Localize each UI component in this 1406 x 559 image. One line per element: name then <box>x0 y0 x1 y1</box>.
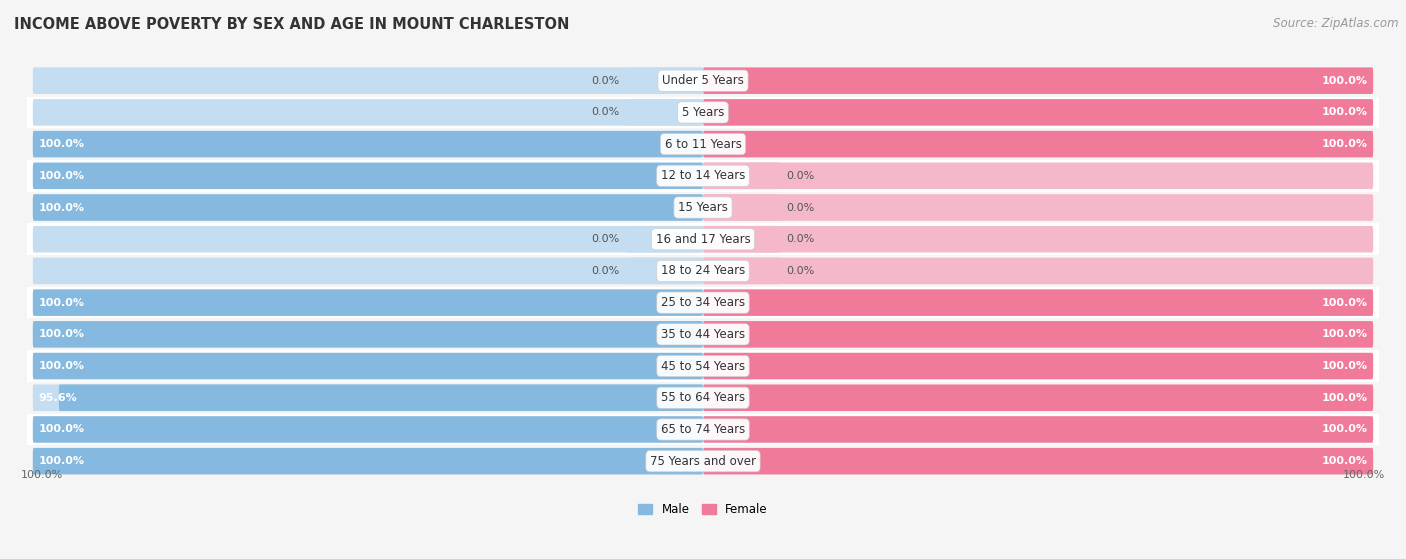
Text: 25 to 34 Years: 25 to 34 Years <box>661 296 745 309</box>
Text: 16 and 17 Years: 16 and 17 Years <box>655 233 751 246</box>
FancyBboxPatch shape <box>32 68 703 94</box>
Text: Source: ZipAtlas.com: Source: ZipAtlas.com <box>1274 17 1399 30</box>
FancyBboxPatch shape <box>703 258 1374 284</box>
FancyBboxPatch shape <box>703 416 1374 443</box>
Text: 100.0%: 100.0% <box>1322 424 1367 434</box>
Text: 100.0%: 100.0% <box>39 456 84 466</box>
Legend: Male, Female: Male, Female <box>634 499 772 521</box>
FancyBboxPatch shape <box>27 350 1379 382</box>
FancyBboxPatch shape <box>703 99 1374 126</box>
Text: 35 to 44 Years: 35 to 44 Years <box>661 328 745 341</box>
FancyBboxPatch shape <box>32 353 703 380</box>
Text: 100.0%: 100.0% <box>1322 139 1367 149</box>
FancyBboxPatch shape <box>32 194 703 221</box>
Text: 0.0%: 0.0% <box>592 266 620 276</box>
FancyBboxPatch shape <box>32 448 703 475</box>
Text: 95.6%: 95.6% <box>39 393 77 402</box>
FancyBboxPatch shape <box>59 385 703 411</box>
FancyBboxPatch shape <box>27 65 1379 97</box>
FancyBboxPatch shape <box>32 131 703 158</box>
Text: INCOME ABOVE POVERTY BY SEX AND AGE IN MOUNT CHARLESTON: INCOME ABOVE POVERTY BY SEX AND AGE IN M… <box>14 17 569 32</box>
FancyBboxPatch shape <box>32 321 703 348</box>
FancyBboxPatch shape <box>626 258 703 284</box>
Text: 100.0%: 100.0% <box>39 329 84 339</box>
FancyBboxPatch shape <box>27 382 1379 414</box>
FancyBboxPatch shape <box>32 416 703 443</box>
FancyBboxPatch shape <box>32 163 703 189</box>
Text: 100.0%: 100.0% <box>1343 471 1385 480</box>
FancyBboxPatch shape <box>27 128 1379 160</box>
FancyBboxPatch shape <box>703 321 1374 348</box>
Text: 100.0%: 100.0% <box>39 171 84 181</box>
FancyBboxPatch shape <box>626 99 703 126</box>
Text: 100.0%: 100.0% <box>39 139 84 149</box>
Text: 75 Years and over: 75 Years and over <box>650 454 756 468</box>
FancyBboxPatch shape <box>27 255 1379 287</box>
Text: 0.0%: 0.0% <box>786 234 814 244</box>
FancyBboxPatch shape <box>27 446 1379 477</box>
Text: 0.0%: 0.0% <box>786 266 814 276</box>
Text: 100.0%: 100.0% <box>1322 75 1367 86</box>
Text: 0.0%: 0.0% <box>592 107 620 117</box>
Text: 12 to 14 Years: 12 to 14 Years <box>661 169 745 182</box>
FancyBboxPatch shape <box>27 319 1379 350</box>
FancyBboxPatch shape <box>703 68 1374 94</box>
Text: 0.0%: 0.0% <box>592 234 620 244</box>
Text: 100.0%: 100.0% <box>1322 361 1367 371</box>
FancyBboxPatch shape <box>703 194 1374 221</box>
FancyBboxPatch shape <box>703 290 1374 316</box>
Text: 100.0%: 100.0% <box>1322 456 1367 466</box>
Text: 100.0%: 100.0% <box>1322 107 1367 117</box>
Text: 100.0%: 100.0% <box>39 361 84 371</box>
FancyBboxPatch shape <box>27 192 1379 224</box>
Text: 100.0%: 100.0% <box>21 471 63 480</box>
FancyBboxPatch shape <box>703 448 1374 475</box>
Text: 5 Years: 5 Years <box>682 106 724 119</box>
FancyBboxPatch shape <box>626 68 703 94</box>
FancyBboxPatch shape <box>27 287 1379 319</box>
Text: 100.0%: 100.0% <box>39 202 84 212</box>
Text: 55 to 64 Years: 55 to 64 Years <box>661 391 745 404</box>
FancyBboxPatch shape <box>27 414 1379 446</box>
FancyBboxPatch shape <box>626 226 703 253</box>
Text: 100.0%: 100.0% <box>1322 297 1367 307</box>
Text: 15 Years: 15 Years <box>678 201 728 214</box>
FancyBboxPatch shape <box>32 290 703 316</box>
FancyBboxPatch shape <box>27 97 1379 128</box>
FancyBboxPatch shape <box>32 226 703 253</box>
Text: Under 5 Years: Under 5 Years <box>662 74 744 87</box>
Text: 100.0%: 100.0% <box>1322 329 1367 339</box>
FancyBboxPatch shape <box>32 99 703 126</box>
FancyBboxPatch shape <box>27 160 1379 192</box>
FancyBboxPatch shape <box>703 163 1374 189</box>
Text: 100.0%: 100.0% <box>39 297 84 307</box>
FancyBboxPatch shape <box>703 226 780 253</box>
Text: 100.0%: 100.0% <box>39 424 84 434</box>
Text: 65 to 74 Years: 65 to 74 Years <box>661 423 745 436</box>
Text: 0.0%: 0.0% <box>786 171 814 181</box>
FancyBboxPatch shape <box>703 385 1374 411</box>
FancyBboxPatch shape <box>703 353 1374 380</box>
FancyBboxPatch shape <box>703 163 780 189</box>
Text: 0.0%: 0.0% <box>786 202 814 212</box>
FancyBboxPatch shape <box>32 385 703 411</box>
FancyBboxPatch shape <box>703 131 1374 158</box>
Text: 6 to 11 Years: 6 to 11 Years <box>665 138 741 150</box>
FancyBboxPatch shape <box>703 226 1374 253</box>
FancyBboxPatch shape <box>27 224 1379 255</box>
Text: 18 to 24 Years: 18 to 24 Years <box>661 264 745 277</box>
FancyBboxPatch shape <box>703 258 780 284</box>
Text: 0.0%: 0.0% <box>592 75 620 86</box>
Text: 45 to 54 Years: 45 to 54 Years <box>661 359 745 372</box>
Text: 100.0%: 100.0% <box>1322 393 1367 402</box>
FancyBboxPatch shape <box>32 258 703 284</box>
FancyBboxPatch shape <box>703 194 780 221</box>
